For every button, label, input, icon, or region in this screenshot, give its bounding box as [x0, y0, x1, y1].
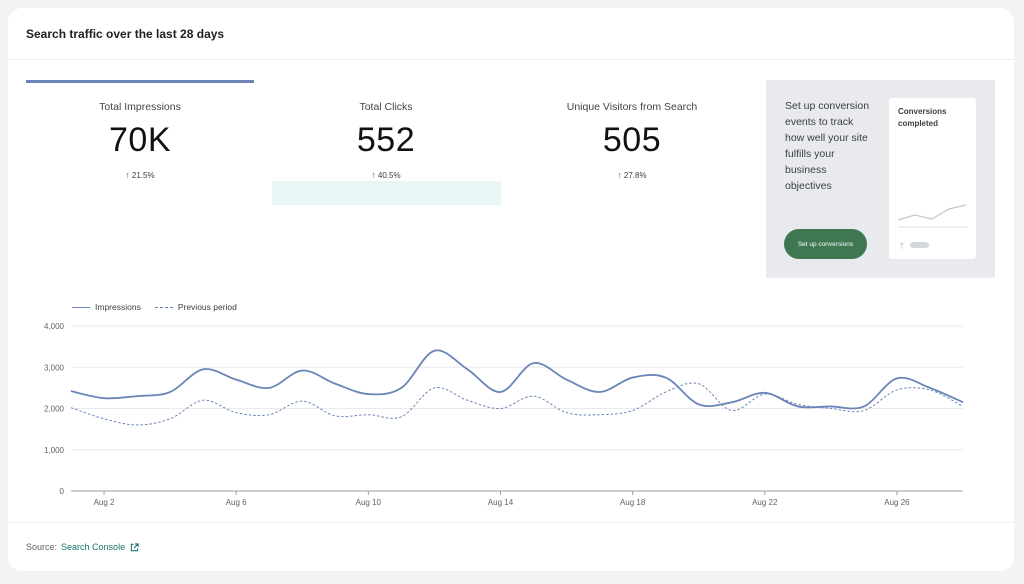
arrow-up-icon: ↑: [617, 170, 622, 180]
preview-arrow-icon: ↑: [898, 242, 906, 252]
kpi-value: 70K: [109, 121, 171, 159]
kpi-highlight: [272, 181, 501, 205]
kpi-total-impressions[interactable]: Total Impressions 70K ↑ 21.5%: [26, 80, 254, 208]
legend-swatch-dashed: [154, 306, 173, 308]
search-traffic-card: Search traffic over the last 28 days Tot…: [8, 8, 1014, 571]
y-tick-label: 1,000: [44, 446, 65, 455]
set-up-conversions-button[interactable]: Set up conversions: [784, 229, 867, 259]
kpi-value: 505: [602, 121, 662, 159]
chart-legend: Impressions Previous period: [72, 302, 251, 312]
kpi-unique-visitors[interactable]: Unique Visitors from Search 505 ↑ 27.8%: [518, 80, 746, 208]
preview-pill: [910, 242, 929, 248]
external-link-icon[interactable]: [130, 542, 139, 552]
conversions-preview: Conversions completed ↑: [889, 98, 976, 259]
legend-label: Previous period: [177, 302, 237, 312]
conversions-preview-graphic: ↑: [897, 204, 967, 252]
series-line-impressions: [70, 349, 964, 410]
search-traffic-chart: 0 1,000 2,000 3,000 4,000 Aug 2 Aug 6 Aug 10 Aug…: [44, 322, 964, 507]
kpi-label: Unique Visitors from Search: [566, 101, 698, 113]
legend-label: Impressions: [95, 302, 141, 312]
conversions-cta: Set up conversion events to track how we…: [766, 80, 995, 278]
card-header: Search traffic over the last 28 days: [8, 8, 1014, 60]
preview-sparkline: [897, 204, 967, 221]
kpi-change-value: 21.5%: [131, 171, 155, 180]
cta-text: Set up conversion events to track how we…: [785, 100, 870, 192]
kpi-row: Total Impressions 70K ↑ 21.5% Total Click…: [26, 80, 766, 208]
x-tick-label: Aug 18: [620, 498, 646, 507]
arrow-up-icon: ↑: [371, 170, 376, 180]
card-title: Search traffic over the last 28 days: [26, 26, 225, 41]
legend-previous-period[interactable]: Previous period: [154, 302, 237, 312]
kpi-value: 552: [356, 121, 416, 159]
kpi-label: Total Impressions: [99, 101, 181, 113]
kpi-change: ↑ 21.5%: [26, 170, 254, 180]
x-tick-label: Aug 26: [884, 498, 910, 507]
y-tick-label: 2,000: [44, 405, 65, 414]
kpi-label: Total Clicks: [359, 101, 413, 113]
kpi-change: ↑ 27.8%: [518, 170, 746, 180]
y-tick-label: 0: [60, 487, 65, 496]
y-tick-label: 4,000: [44, 322, 65, 331]
x-tick-label: Aug 2: [94, 498, 115, 507]
kpi-total-clicks[interactable]: Total Clicks 552 ↑ 40.5%: [272, 80, 500, 208]
x-tick-label: Aug 22: [752, 498, 778, 507]
kpi-change-value: 27.8%: [623, 171, 647, 180]
legend-impressions[interactable]: Impressions: [72, 302, 141, 312]
conversions-preview-title: Conversions completed: [898, 107, 947, 128]
search-console-link[interactable]: Search Console: [61, 542, 126, 552]
card-footer: Source: Search Console: [8, 522, 1014, 571]
source-label: Source:: [26, 542, 58, 552]
x-tick-label: Aug 6: [226, 498, 247, 507]
legend-swatch-solid: [72, 306, 90, 308]
kpi-change: ↑ 40.5%: [272, 170, 500, 180]
series-line-previous-period: [70, 382, 964, 426]
arrow-up-icon: ↑: [125, 170, 130, 180]
kpi-change-value: 40.5%: [377, 171, 401, 180]
x-tick-label: Aug 14: [488, 498, 514, 507]
x-tick-label: Aug 10: [356, 498, 382, 507]
y-tick-label: 3,000: [44, 363, 65, 372]
